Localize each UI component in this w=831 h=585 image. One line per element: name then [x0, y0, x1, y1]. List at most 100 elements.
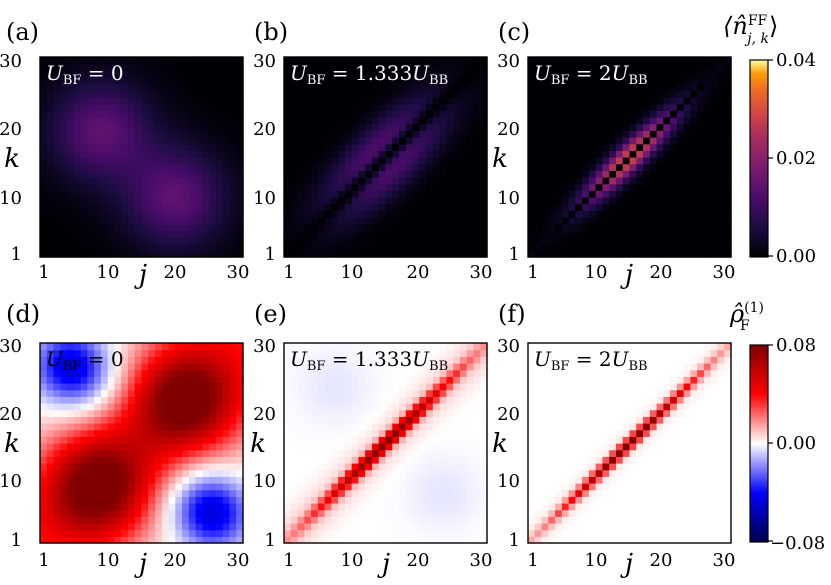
heatmap-cell: [344, 516, 353, 524]
heatmap-cell: [568, 449, 576, 457]
heatmap-cell: [168, 369, 176, 377]
heatmap-cell: [392, 230, 400, 238]
heatmap-cell: [453, 170, 461, 178]
heatmap-cell: [473, 496, 481, 504]
heatmap-cell: [703, 90, 712, 98]
heatmap-cell: [114, 163, 122, 171]
heatmap-cell: [555, 496, 563, 504]
heatmap-cell: [602, 83, 610, 91]
heatmap-cell: [114, 150, 122, 158]
heatmap-cell: [392, 183, 400, 191]
heatmap-cell: [399, 237, 407, 245]
heatmap-cell: [134, 469, 143, 477]
heatmap-cell: [548, 496, 556, 504]
heatmap-cell: [73, 349, 82, 357]
heatmap-cell: [643, 70, 651, 78]
heatmap-cell: [161, 183, 170, 191]
heatmap-cell: [121, 376, 129, 384]
heatmap-cell: [148, 237, 156, 245]
heatmap-cell: [297, 203, 305, 211]
heatmap-cell: [60, 83, 68, 91]
heatmap-cell: [697, 197, 705, 205]
heatmap-cell: [188, 197, 197, 205]
heatmap-cell: [209, 97, 217, 105]
heatmap-cell: [568, 363, 576, 371]
heatmap-cell: [609, 389, 617, 397]
heatmap-cell: [53, 130, 61, 138]
heatmap-cell: [236, 97, 244, 105]
heatmap-cell: [663, 70, 671, 78]
heatmap-cell: [297, 103, 305, 111]
heatmap-cell: [528, 203, 536, 211]
heatmap-cell: [107, 396, 116, 404]
heatmap-cell: [195, 516, 203, 524]
heatmap-cell: [365, 476, 373, 484]
heatmap-cell: [80, 356, 88, 364]
heatmap-cell: [114, 429, 122, 437]
heatmap-cell: [121, 489, 129, 497]
heatmap-cell: [134, 516, 143, 524]
heatmap-cell: [229, 389, 237, 397]
heatmap-cell: [87, 423, 95, 431]
heatmap-cell: [297, 83, 305, 91]
heatmap-cell: [697, 210, 705, 218]
heatmap-cell: [663, 123, 671, 131]
heatmap-cell: [480, 103, 488, 111]
heatmap-cell: [141, 449, 149, 457]
heatmap-cell: [222, 243, 231, 251]
heatmap-cell: [548, 143, 556, 151]
heatmap-cell: [80, 363, 88, 371]
heatmap-cell: [161, 529, 170, 537]
heatmap-cell: [561, 449, 570, 457]
heatmap-cell: [439, 203, 447, 211]
heatmap-cell: [236, 170, 244, 178]
heatmap-cell: [541, 529, 549, 537]
heatmap-cell: [432, 110, 441, 118]
heatmap-cell: [412, 389, 420, 397]
heatmap-cell: [155, 343, 163, 351]
heatmap-cell: [466, 63, 475, 71]
heatmap-cell: [114, 343, 122, 351]
heatmap-cell: [324, 223, 332, 231]
heatmap-cell: [453, 150, 461, 158]
heatmap-cell: [392, 523, 400, 531]
heatmap-cell: [676, 70, 685, 78]
heatmap-cell: [40, 130, 48, 138]
heatmap-cell: [222, 449, 231, 457]
heatmap-cell: [649, 237, 658, 245]
heatmap-cell: [344, 130, 353, 138]
heatmap-cell: [609, 250, 617, 258]
heatmap-cell: [94, 237, 102, 245]
heatmap-cell: [284, 177, 292, 185]
heatmap-cell: [107, 117, 116, 125]
heatmap-cell: [297, 436, 305, 444]
heatmap-cell: [555, 416, 563, 424]
heatmap-cell: [46, 423, 55, 431]
heatmap-cell: [67, 363, 75, 371]
heatmap-cell: [528, 137, 536, 145]
heatmap-cell: [209, 349, 217, 357]
heatmap-cell: [432, 170, 441, 178]
heatmap-cell: [636, 137, 644, 145]
heatmap-cell: [710, 217, 719, 225]
heatmap-cell: [195, 210, 203, 218]
heatmap-cell: [385, 70, 393, 78]
heatmap-cell: [622, 536, 631, 544]
heatmap-cell: [209, 363, 217, 371]
heatmap-cell: [148, 123, 156, 131]
heatmap-cell: [419, 463, 427, 471]
heatmap-cell: [717, 117, 725, 125]
heatmap-cell: [575, 197, 583, 205]
heatmap-cell: [555, 436, 563, 444]
heatmap-cell: [324, 157, 332, 165]
heatmap-cell: [209, 436, 217, 444]
heatmap-cell: [107, 489, 116, 497]
heatmap-cell: [365, 416, 373, 424]
heatmap-cell: [161, 77, 170, 85]
heatmap-cell: [188, 210, 197, 218]
heatmap-cell: [127, 223, 136, 231]
heatmap-cell: [703, 217, 712, 225]
heatmap-cell: [371, 356, 380, 364]
heatmap-cell: [528, 369, 536, 377]
heatmap-cell: [534, 237, 543, 245]
